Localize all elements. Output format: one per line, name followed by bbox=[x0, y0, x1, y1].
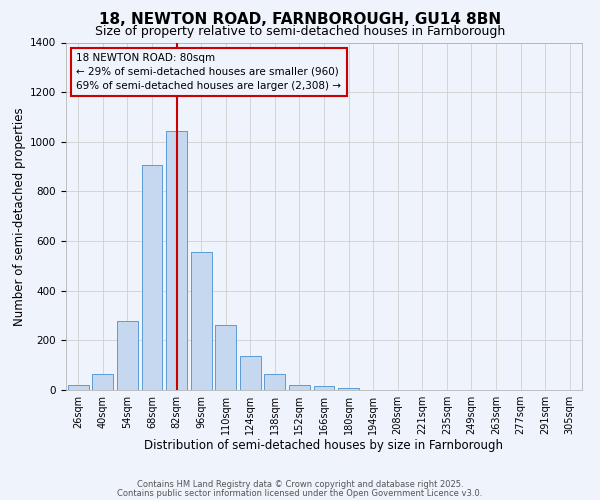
Text: Contains public sector information licensed under the Open Government Licence v3: Contains public sector information licen… bbox=[118, 488, 482, 498]
Y-axis label: Number of semi-detached properties: Number of semi-detached properties bbox=[13, 107, 26, 326]
Bar bbox=[314, 386, 334, 390]
Text: Contains HM Land Registry data © Crown copyright and database right 2025.: Contains HM Land Registry data © Crown c… bbox=[137, 480, 463, 489]
Bar bbox=[68, 385, 89, 390]
Bar bbox=[240, 356, 261, 390]
Bar bbox=[265, 374, 286, 390]
X-axis label: Distribution of semi-detached houses by size in Farnborough: Distribution of semi-detached houses by … bbox=[145, 438, 503, 452]
Bar bbox=[117, 320, 138, 390]
Text: 18 NEWTON ROAD: 80sqm
← 29% of semi-detached houses are smaller (960)
69% of sem: 18 NEWTON ROAD: 80sqm ← 29% of semi-deta… bbox=[76, 53, 341, 91]
Bar bbox=[142, 166, 163, 390]
Bar bbox=[92, 374, 113, 390]
Bar bbox=[289, 385, 310, 390]
Text: 18, NEWTON ROAD, FARNBOROUGH, GU14 8BN: 18, NEWTON ROAD, FARNBOROUGH, GU14 8BN bbox=[99, 12, 501, 28]
Bar bbox=[166, 130, 187, 390]
Text: Size of property relative to semi-detached houses in Farnborough: Size of property relative to semi-detach… bbox=[95, 25, 505, 38]
Bar bbox=[191, 252, 212, 390]
Bar bbox=[215, 326, 236, 390]
Bar bbox=[338, 388, 359, 390]
